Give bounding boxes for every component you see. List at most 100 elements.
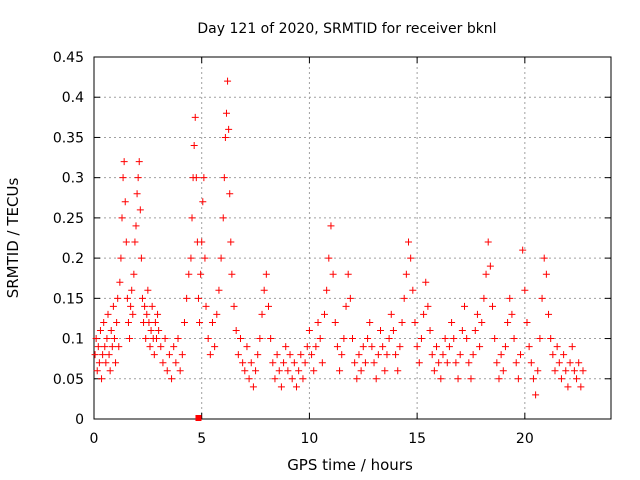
data-point — [333, 343, 341, 351]
data-point — [201, 254, 209, 262]
data-point — [249, 383, 257, 391]
y-tick-label: 0.15 — [53, 291, 84, 307]
grid — [94, 57, 611, 419]
data-point — [252, 367, 260, 375]
data-point — [220, 174, 228, 182]
data-point — [458, 327, 466, 335]
data-point — [525, 343, 533, 351]
data-point — [117, 254, 125, 262]
data-point — [435, 359, 443, 367]
data-point — [119, 174, 127, 182]
data-point — [385, 335, 393, 343]
data-point — [131, 238, 139, 246]
data-point — [109, 302, 117, 310]
data-point — [113, 318, 121, 326]
data-point — [290, 359, 298, 367]
data-point — [463, 335, 471, 343]
data-point — [361, 359, 369, 367]
axis-ticks: 0 5 10 15 20 0 0.05 0.1 0.15 0.2 0.25 0.3 0.35 0.4 0.4… — [53, 50, 611, 447]
x-tick-label: 20 — [516, 431, 534, 447]
data-point — [241, 367, 249, 375]
data-point — [379, 343, 387, 351]
data-point — [364, 335, 372, 343]
data-point — [553, 343, 561, 351]
data-point — [129, 310, 137, 318]
data-point — [267, 335, 275, 343]
data-point — [124, 318, 132, 326]
data-point — [523, 318, 531, 326]
data-point — [102, 359, 110, 367]
data-point — [174, 335, 182, 343]
data-point — [405, 238, 413, 246]
data-point — [387, 310, 395, 318]
data-point — [566, 359, 574, 367]
data-point — [424, 302, 432, 310]
data-point — [245, 375, 253, 383]
y-axis-label: SRMTID / TECUs — [4, 178, 22, 299]
data-point — [202, 302, 210, 310]
data-point — [134, 174, 142, 182]
data-point — [478, 318, 486, 326]
data-point — [103, 335, 111, 343]
data-point — [489, 302, 497, 310]
data-point — [568, 343, 576, 351]
data-point — [286, 351, 294, 359]
chart-title: Day 121 of 2020, SRMTID for receiver bkn… — [197, 21, 496, 37]
data-point — [504, 318, 512, 326]
data-point — [355, 351, 363, 359]
data-point — [222, 109, 230, 117]
data-point — [206, 351, 214, 359]
data-point — [135, 158, 143, 166]
data-point — [370, 359, 378, 367]
data-point — [415, 359, 423, 367]
data-point — [349, 335, 356, 343]
data-point — [547, 335, 555, 343]
data-point — [199, 198, 207, 206]
data-point — [534, 367, 542, 375]
data-point — [190, 141, 198, 149]
data-point — [510, 335, 518, 343]
data-point — [165, 351, 173, 359]
data-point — [204, 335, 212, 343]
data-point — [226, 190, 234, 198]
data-point — [225, 125, 233, 133]
data-point — [141, 302, 149, 310]
data-point — [433, 343, 441, 351]
data-point — [185, 270, 193, 278]
data-point — [198, 238, 206, 246]
data-point — [562, 367, 570, 375]
data-point — [256, 335, 264, 343]
data-point — [417, 335, 425, 343]
data-point — [98, 375, 106, 383]
y-tick-label: 0.1 — [62, 332, 84, 348]
data-point — [183, 294, 191, 302]
data-point — [570, 367, 578, 375]
data-point — [154, 310, 162, 318]
data-point — [115, 343, 123, 351]
data-point — [473, 310, 481, 318]
data-point — [398, 318, 406, 326]
data-point — [127, 302, 135, 310]
axis-marker — [195, 415, 202, 421]
data-point — [95, 359, 103, 367]
data-point — [409, 286, 417, 294]
data-point — [564, 383, 572, 391]
data-point — [217, 254, 225, 262]
data-point — [471, 327, 479, 335]
data-point — [227, 238, 235, 246]
data-point — [147, 327, 155, 335]
data-point — [295, 367, 303, 375]
data-point — [123, 294, 131, 302]
data-point — [91, 351, 99, 359]
data-point — [132, 222, 140, 230]
data-point — [137, 254, 145, 262]
data-point — [555, 359, 563, 367]
data-point — [172, 359, 180, 367]
data-point — [527, 359, 535, 367]
data-point — [484, 238, 492, 246]
x-tick-label: 10 — [301, 431, 319, 447]
data-point — [532, 391, 540, 399]
data-point — [120, 158, 128, 166]
